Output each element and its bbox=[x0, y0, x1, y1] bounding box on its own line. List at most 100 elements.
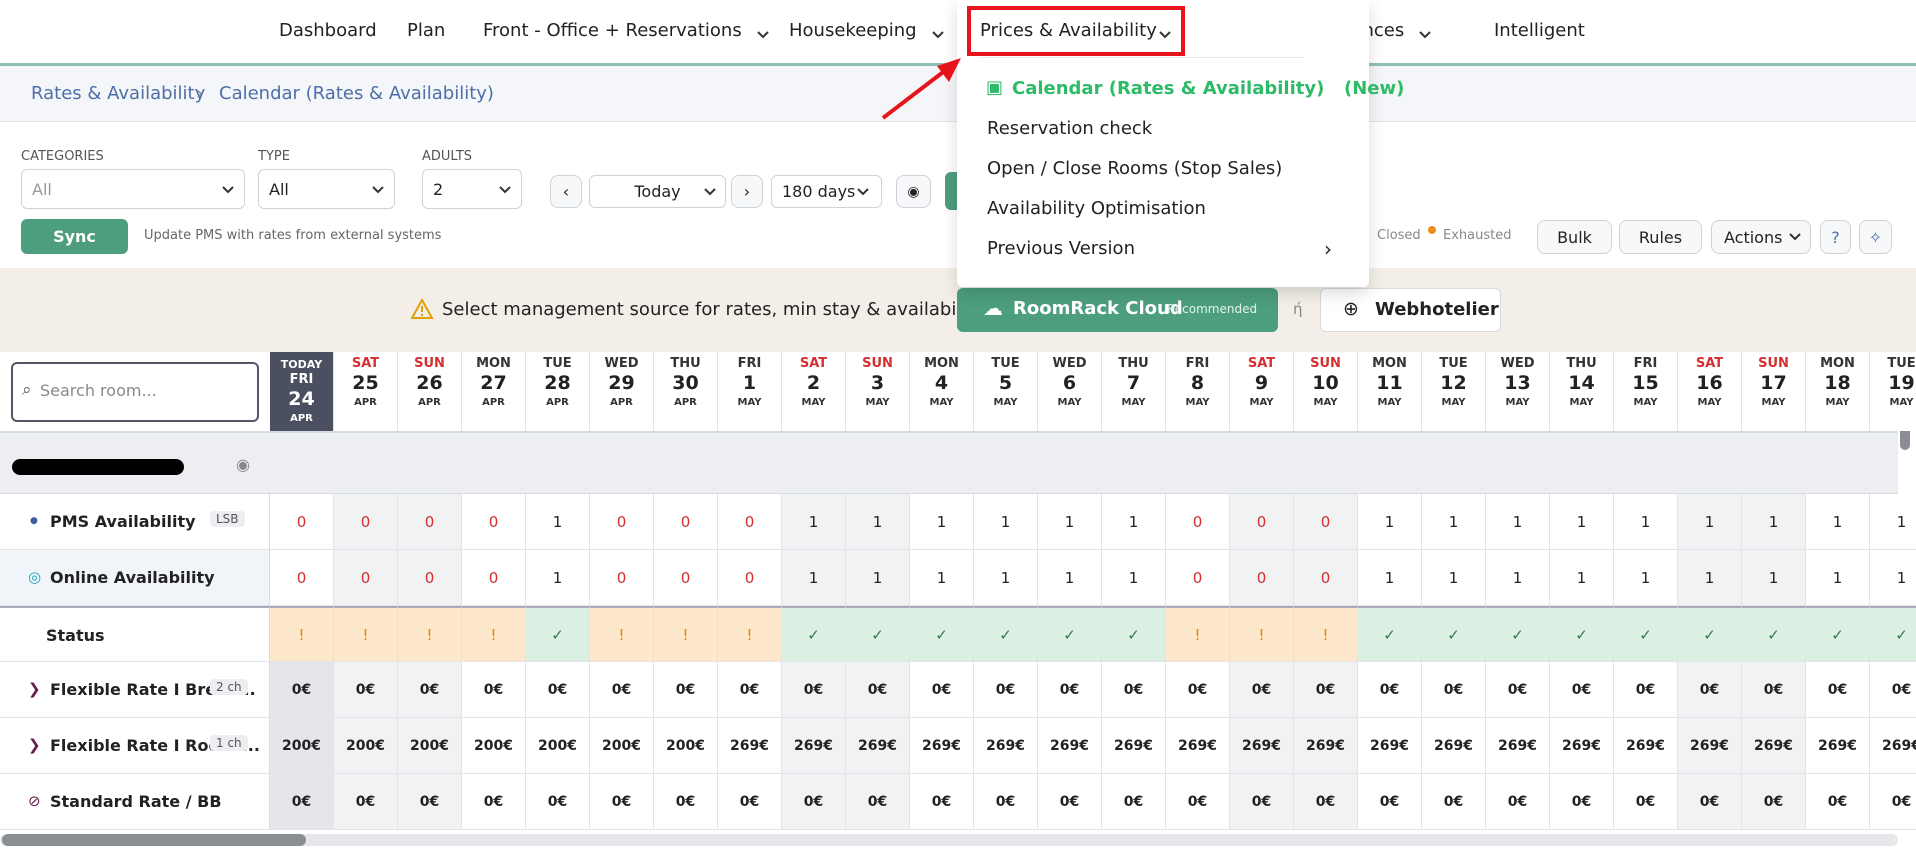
grid-cell: 0€ bbox=[1166, 774, 1230, 830]
grid-cell: 0€ bbox=[1230, 774, 1294, 830]
grid-cell: 0€ bbox=[1102, 662, 1166, 718]
grid-cell: 0 bbox=[590, 494, 654, 550]
date-header: THU 7 MAY bbox=[1102, 352, 1166, 431]
grid-cell: 0€ bbox=[846, 662, 910, 718]
row-icon: ⊘ bbox=[28, 792, 41, 810]
nav-item[interactable]: Housekeeping bbox=[789, 20, 917, 41]
grid-cell: 1 bbox=[1038, 550, 1102, 606]
grid-cell: 0€ bbox=[1550, 774, 1614, 830]
filter-label: ADULTS bbox=[422, 149, 473, 164]
grid-cell: 0€ bbox=[398, 774, 462, 830]
date-select[interactable]: Today bbox=[589, 175, 726, 208]
grid-cell: 0 bbox=[398, 494, 462, 550]
row-badge[interactable]: 1 ch bbox=[210, 735, 248, 751]
day-number: 18 bbox=[1824, 372, 1851, 394]
toolbar-button[interactable]: Bulk bbox=[1537, 220, 1612, 254]
grid-cell: 0 bbox=[462, 494, 526, 550]
magic-button[interactable]: ✧ bbox=[1859, 220, 1892, 254]
primary-source[interactable]: RoomRack Cloud Recommended ☁ bbox=[957, 288, 1278, 332]
help-button[interactable]: ? bbox=[1820, 220, 1851, 254]
nav-item[interactable]: Plan bbox=[407, 20, 446, 41]
nav-item[interactable]: Front - Office + Reservations bbox=[483, 20, 742, 41]
day-number: 26 bbox=[416, 372, 443, 394]
eye-button[interactable]: ◉ bbox=[896, 175, 931, 208]
date-header: THU 14 MAY bbox=[1550, 352, 1614, 431]
grid-cell: 0€ bbox=[974, 662, 1038, 718]
day-of-week: THU bbox=[1566, 356, 1597, 371]
date-header: MON 11 MAY bbox=[1358, 352, 1422, 431]
day-number: 12 bbox=[1440, 372, 1467, 394]
redacted-name bbox=[12, 459, 184, 475]
row-label: Online Availability bbox=[50, 568, 215, 587]
date-header: TUE 5 MAY bbox=[974, 352, 1038, 431]
grid-cell: 269€ bbox=[1486, 718, 1550, 774]
grid-cell: 1 bbox=[782, 494, 846, 550]
today-label: TODAY bbox=[280, 358, 323, 371]
dropdown-trigger[interactable]: Prices & Availability bbox=[980, 20, 1157, 41]
grid-cell: 0€ bbox=[526, 774, 590, 830]
search-box[interactable] bbox=[11, 362, 259, 422]
menu-item[interactable]: Previous Version bbox=[987, 238, 1135, 259]
grid-cell: 200€ bbox=[590, 718, 654, 774]
grid-cell: 0 bbox=[1230, 550, 1294, 606]
grid-cell: 0 bbox=[1230, 494, 1294, 550]
grid-cell: 1 bbox=[1358, 550, 1422, 606]
row-icon: ● bbox=[30, 516, 38, 526]
h-scrollbar[interactable] bbox=[0, 832, 1898, 848]
nav-item[interactable]: Intelligent bbox=[1494, 20, 1585, 41]
group-eye[interactable]: ◉ bbox=[236, 455, 250, 474]
date-header: SUN 10 MAY bbox=[1294, 352, 1358, 431]
grid-cell: ✓ bbox=[526, 606, 590, 662]
grid-cell: 0€ bbox=[846, 774, 910, 830]
day-of-week: SUN bbox=[1310, 356, 1341, 371]
row-label-cell: Status bbox=[0, 606, 270, 662]
secondary-source[interactable]: ⊕ Webhotelier bbox=[1320, 288, 1501, 332]
chevron bbox=[757, 31, 769, 39]
row-badge[interactable]: 2 ch bbox=[210, 679, 248, 695]
cloud-icon: ☁ bbox=[983, 296, 1003, 320]
grid-cell: 0€ bbox=[782, 774, 846, 830]
filter-select[interactable]: All bbox=[258, 169, 395, 209]
grid-cell: ✓ bbox=[782, 606, 846, 662]
grid-cell: 0€ bbox=[1742, 774, 1806, 830]
grid-cell: ! bbox=[718, 606, 782, 662]
grid-cell: 200€ bbox=[526, 718, 590, 774]
grid-cell: 1 bbox=[1486, 494, 1550, 550]
month: MAY bbox=[865, 397, 890, 408]
grid-cell: 0€ bbox=[1678, 774, 1742, 830]
menu-item[interactable]: Open / Close Rooms (Stop Sales) bbox=[987, 158, 1283, 179]
month: MAY bbox=[1889, 397, 1914, 408]
filter-label: CATEGORIES bbox=[21, 149, 104, 164]
calendar-icon: ▣ bbox=[986, 77, 1004, 98]
sync-button[interactable]: Sync bbox=[21, 219, 128, 254]
grid-cell: 200€ bbox=[462, 718, 526, 774]
annotation-arrow bbox=[881, 58, 961, 120]
breadcrumb-sep: › bbox=[196, 83, 204, 104]
row-badge[interactable]: LSB bbox=[210, 511, 245, 527]
grid-cell: ! bbox=[1230, 606, 1294, 662]
menu-item[interactable]: Availability Optimisation bbox=[987, 198, 1206, 219]
toolbar-button[interactable]: Rules bbox=[1619, 220, 1702, 254]
grid-cell: ✓ bbox=[1486, 606, 1550, 662]
grid-cell: ✓ bbox=[974, 606, 1038, 662]
nav-item[interactable]: Dashboard bbox=[279, 20, 377, 41]
grid-cell: 1 bbox=[1038, 494, 1102, 550]
breadcrumb-link[interactable]: Rates & Availability bbox=[31, 83, 206, 104]
grid-cell: 0€ bbox=[1102, 774, 1166, 830]
day-of-week: TUE bbox=[991, 356, 1020, 371]
grid-cell: 0 bbox=[1166, 494, 1230, 550]
secondary-label: Webhotelier bbox=[1375, 299, 1499, 320]
grid-cell: 0€ bbox=[1742, 662, 1806, 718]
filter-select[interactable]: All bbox=[21, 169, 245, 209]
grid-cell: ✓ bbox=[1550, 606, 1614, 662]
menu-item[interactable]: Calendar (Rates & Availability) bbox=[1012, 78, 1325, 99]
prev-button[interactable]: ‹ bbox=[550, 175, 582, 208]
next-button[interactable]: › bbox=[731, 175, 763, 208]
grid-cell: ✓ bbox=[1870, 606, 1916, 662]
menu-item[interactable]: Reservation check bbox=[987, 118, 1153, 139]
row-label-cell: ◎ Online Availability bbox=[0, 550, 270, 606]
filter-select[interactable]: 2 bbox=[422, 169, 522, 209]
grid-cell: 1 bbox=[846, 494, 910, 550]
grid-cell: 1 bbox=[1550, 550, 1614, 606]
range-select[interactable]: 180 days bbox=[771, 175, 882, 208]
